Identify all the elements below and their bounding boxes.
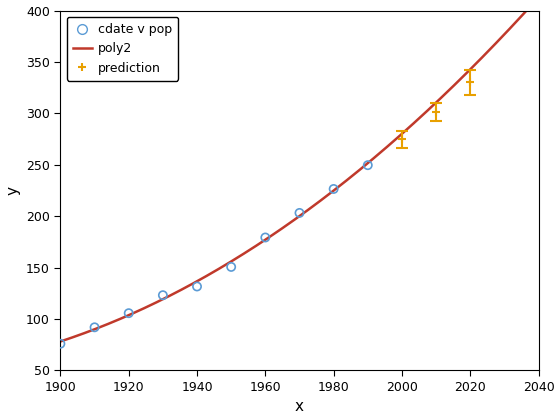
- cdate v pop: [261, 234, 270, 241]
- poly2: [430, 102, 437, 108]
- Line: poly2: poly2: [60, 0, 539, 341]
- poly2: [106, 321, 113, 326]
- cdate v pop: [363, 162, 372, 168]
- cdate v pop: [56, 340, 65, 347]
- Y-axis label: y: y: [6, 186, 21, 195]
- poly2: [385, 143, 392, 148]
- cdate v pop: [124, 310, 133, 317]
- Legend: cdate v pop, poly2, prediction: cdate v pop, poly2, prediction: [67, 17, 178, 81]
- cdate v pop: [90, 324, 99, 331]
- cdate v pop: [295, 210, 304, 216]
- cdate v pop: [227, 264, 236, 270]
- poly2: [250, 245, 257, 250]
- cdate v pop: [158, 292, 167, 299]
- poly2: [57, 339, 64, 344]
- X-axis label: x: x: [295, 399, 304, 415]
- cdate v pop: [329, 186, 338, 192]
- poly2: [438, 94, 445, 100]
- cdate v pop: [193, 283, 202, 290]
- poly2: [268, 234, 274, 239]
